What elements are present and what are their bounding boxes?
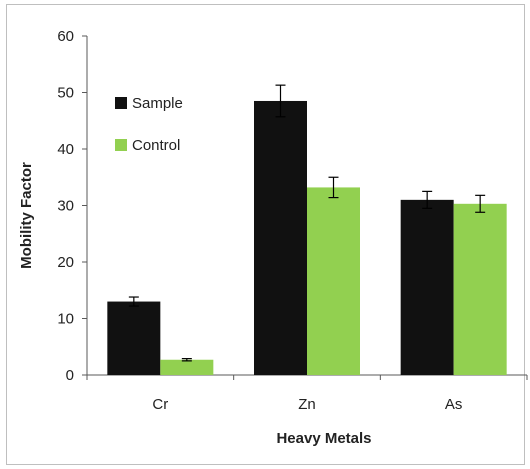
x-tick-label: Cr bbox=[152, 396, 168, 413]
y-tick-label: 0 bbox=[66, 367, 74, 384]
y-tick-label: 60 bbox=[57, 28, 74, 45]
bar-sample-as bbox=[400, 199, 454, 375]
legend: Sample Control bbox=[115, 95, 183, 154]
y-tick-label: 10 bbox=[57, 311, 74, 328]
legend-swatch-control bbox=[115, 139, 127, 151]
y-tick-label: 30 bbox=[57, 198, 74, 215]
legend-label-sample: Sample bbox=[132, 95, 183, 112]
bar-sample-zn bbox=[254, 100, 307, 375]
y-tick-label: 50 bbox=[57, 85, 74, 102]
bar-control-cr bbox=[160, 359, 214, 375]
x-axis-title: Heavy Metals bbox=[276, 430, 371, 447]
x-tick-label: Zn bbox=[298, 396, 316, 413]
bar-control-as bbox=[453, 203, 507, 375]
y-tick-label: 20 bbox=[57, 254, 74, 271]
bar-sample-cr bbox=[107, 301, 161, 375]
bar-series bbox=[107, 100, 507, 375]
y-axis-title: Mobility Factor bbox=[18, 162, 35, 269]
error-bars bbox=[128, 84, 486, 362]
y-axis-ticks: 0 10 20 30 40 50 60 bbox=[57, 28, 87, 384]
bar-control-zn bbox=[307, 187, 360, 375]
y-tick-label: 40 bbox=[57, 141, 74, 158]
legend-label-control: Control bbox=[132, 137, 180, 154]
x-axis-ticks: Cr Zn As bbox=[86, 375, 528, 413]
legend-swatch-sample bbox=[115, 97, 127, 109]
x-tick-label: As bbox=[445, 396, 463, 413]
